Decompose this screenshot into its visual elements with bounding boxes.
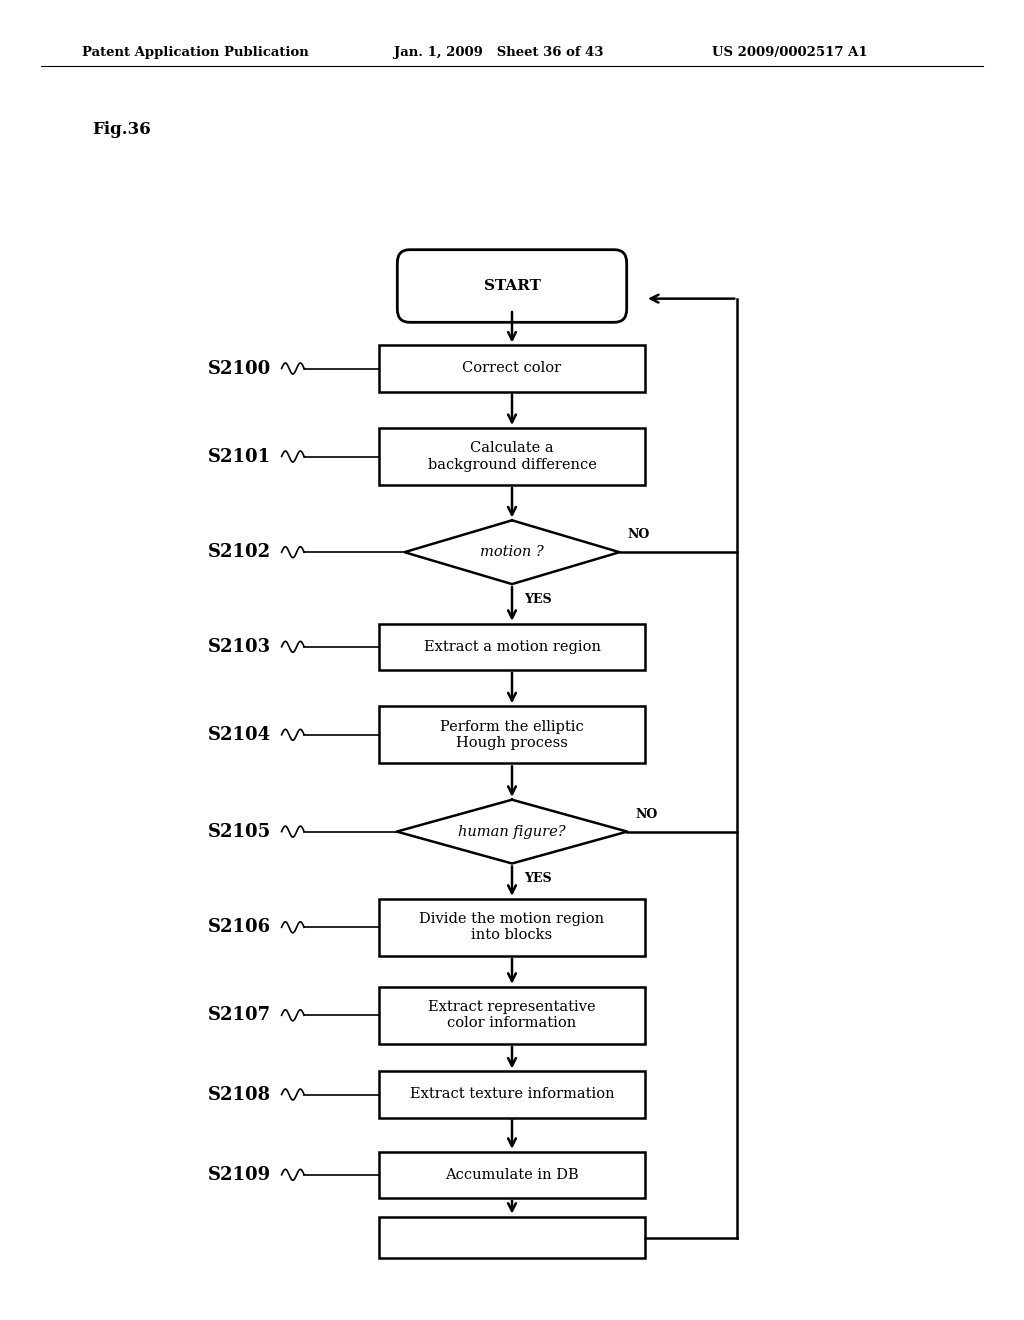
Text: Correct color: Correct color (463, 362, 561, 375)
Text: NO: NO (628, 528, 650, 541)
Text: Extract texture information: Extract texture information (410, 1088, 614, 1101)
Text: Divide the motion region
into blocks: Divide the motion region into blocks (420, 912, 604, 942)
Text: Accumulate in DB: Accumulate in DB (445, 1168, 579, 1181)
Bar (379, 1217, 645, 1258)
Text: motion ?: motion ? (480, 545, 544, 560)
Text: S2109: S2109 (208, 1166, 271, 1184)
Bar (379, 899, 645, 956)
Text: S2107: S2107 (208, 1006, 271, 1024)
Bar (379, 987, 645, 1044)
Bar (379, 706, 645, 763)
Text: S2104: S2104 (208, 726, 271, 743)
Text: YES: YES (524, 593, 552, 606)
Text: S2106: S2106 (208, 919, 271, 936)
Text: US 2009/0002517 A1: US 2009/0002517 A1 (712, 46, 867, 59)
Bar (379, 428, 645, 486)
Text: Extract representative
color information: Extract representative color information (428, 1001, 596, 1031)
Text: Jan. 1, 2009   Sheet 36 of 43: Jan. 1, 2009 Sheet 36 of 43 (394, 46, 604, 59)
Text: S2101: S2101 (208, 447, 271, 466)
Text: Calculate a
background difference: Calculate a background difference (428, 441, 596, 471)
Text: Fig.36: Fig.36 (92, 121, 151, 139)
Text: S2102: S2102 (208, 544, 271, 561)
Text: S2108: S2108 (208, 1085, 271, 1104)
Text: S2105: S2105 (208, 822, 271, 841)
Bar (379, 1151, 645, 1199)
Bar (379, 624, 645, 671)
Text: NO: NO (635, 808, 657, 821)
Text: Extract a motion region: Extract a motion region (424, 640, 600, 653)
Text: S2103: S2103 (208, 638, 271, 656)
FancyBboxPatch shape (397, 249, 627, 322)
Bar (379, 346, 645, 392)
Text: Patent Application Publication: Patent Application Publication (82, 46, 308, 59)
Text: Perform the elliptic
Hough process: Perform the elliptic Hough process (440, 719, 584, 750)
Text: START: START (483, 279, 541, 293)
Text: S2100: S2100 (208, 359, 271, 378)
Text: human figure?: human figure? (458, 825, 566, 838)
Text: YES: YES (524, 873, 552, 886)
Bar (379, 1072, 645, 1118)
